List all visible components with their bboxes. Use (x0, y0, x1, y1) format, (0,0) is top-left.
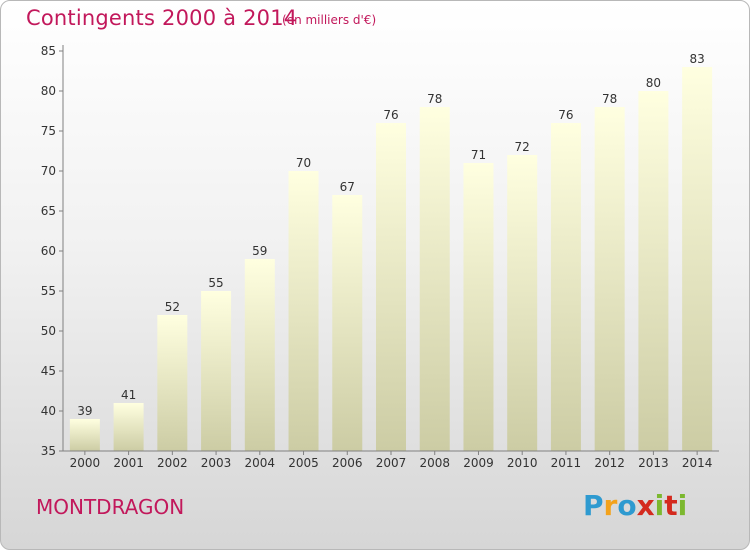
bar (332, 195, 363, 451)
bar (682, 67, 713, 451)
x-tick-label: 2006 (332, 456, 363, 470)
bar (69, 419, 100, 451)
y-tick-label: 45 (41, 364, 56, 378)
bar (244, 259, 275, 451)
x-tick-label: 2001 (113, 456, 144, 470)
y-tick-label: 70 (41, 164, 56, 178)
x-tick-label: 2007 (376, 456, 407, 470)
bar (288, 171, 319, 451)
x-tick-label: 2011 (551, 456, 582, 470)
x-tick-label: 2005 (288, 456, 319, 470)
x-tick-label: 2000 (70, 456, 101, 470)
chart-title: Contingents 2000 à 2014 (26, 6, 298, 30)
bar-value-label: 80 (646, 76, 661, 90)
x-tick-label: 2003 (201, 456, 232, 470)
proxiti-logo: Proxiti (583, 489, 687, 522)
bar-value-label: 39 (77, 404, 92, 418)
x-tick-label: 2002 (157, 456, 188, 470)
x-tick-label: 2004 (245, 456, 276, 470)
bar (638, 91, 669, 451)
logo-letter: r (603, 489, 618, 522)
bar (507, 155, 538, 451)
y-tick-label: 65 (41, 204, 56, 218)
x-tick-label: 2014 (682, 456, 713, 470)
y-tick-label: 35 (41, 444, 56, 458)
y-tick-label: 55 (41, 284, 56, 298)
bar (419, 107, 450, 451)
logo-letter: o (617, 489, 637, 522)
bar-value-label: 78 (427, 92, 442, 106)
y-tick-label: 75 (41, 124, 56, 138)
bar (113, 403, 144, 451)
logo-letter: x (636, 489, 655, 522)
bar-value-label: 78 (602, 92, 617, 106)
bar-value-label: 71 (471, 148, 486, 162)
bar-value-label: 55 (208, 276, 223, 290)
bar (594, 107, 625, 451)
bar (201, 291, 232, 451)
commune-name: MONTDRAGON (36, 495, 185, 519)
y-tick-label: 85 (41, 44, 56, 58)
bar-value-label: 72 (515, 140, 530, 154)
y-tick-label: 80 (41, 84, 56, 98)
y-tick-label: 50 (41, 324, 56, 338)
logo-letter: P (583, 489, 604, 522)
x-tick-label: 2010 (507, 456, 538, 470)
x-tick-label: 2013 (638, 456, 669, 470)
y-tick-label: 40 (41, 404, 56, 418)
bar-value-label: 67 (340, 180, 355, 194)
bar-value-label: 59 (252, 244, 267, 258)
x-tick-label: 2008 (419, 456, 450, 470)
bar-value-label: 76 (383, 108, 398, 122)
bar-value-label: 41 (121, 388, 136, 402)
bar-value-label: 76 (558, 108, 573, 122)
x-tick-label: 2012 (594, 456, 625, 470)
bar (157, 315, 188, 451)
bar-value-label: 70 (296, 156, 311, 170)
bar-value-label: 52 (165, 300, 180, 314)
x-tick-label: 2009 (463, 456, 494, 470)
bar (376, 123, 406, 451)
logo-letter: i (677, 489, 688, 522)
bar (463, 163, 494, 451)
logo-letter: i (654, 489, 665, 522)
bar (550, 123, 581, 451)
chart-subtitle: (en milliers d'€) (282, 13, 377, 27)
bar-value-label: 83 (689, 52, 704, 66)
y-tick-label: 60 (41, 244, 56, 258)
logo-letter: t (664, 489, 678, 522)
